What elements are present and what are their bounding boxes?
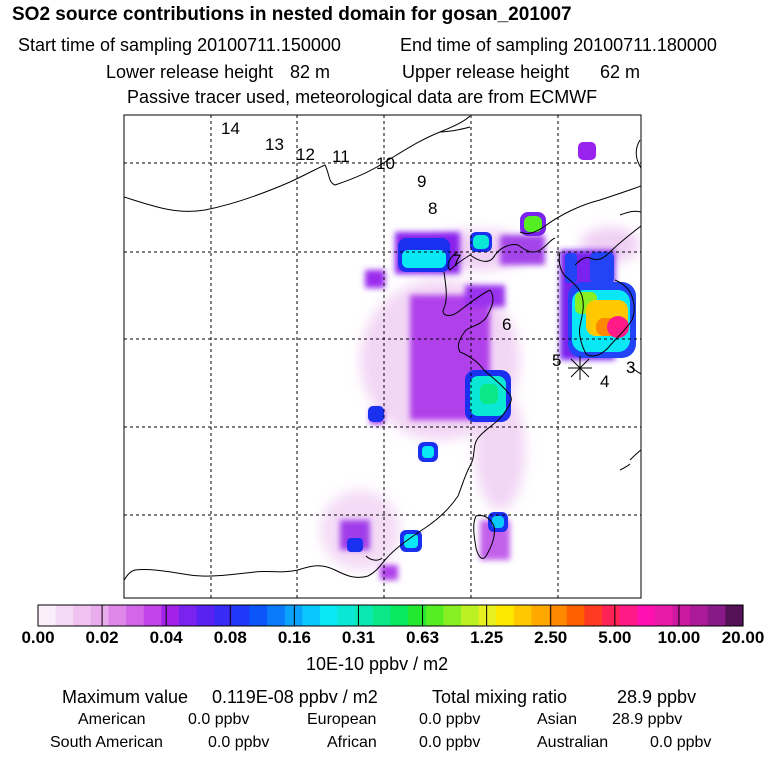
map-frame <box>123 114 642 599</box>
chart-title: SO2 source contributions in nested domai… <box>12 4 572 25</box>
colorbar-frame <box>37 604 744 627</box>
colorbar-tick-label: 0.31 <box>341 628 375 647</box>
colorbar-cell <box>196 605 215 626</box>
region-value: 0.0 ppbv <box>419 711 481 728</box>
colorbar-cell <box>566 605 585 626</box>
colorbar-cell <box>619 605 638 626</box>
traj-label: 3 <box>626 358 635 377</box>
colorbar-tick-label: 0.08 <box>213 628 247 647</box>
colorbar-cell <box>390 605 409 626</box>
colorbar-cell <box>461 605 480 626</box>
colorbar-cell <box>231 605 251 626</box>
region-value: 28.9 ppbv <box>612 711 683 728</box>
colorbar-cell <box>214 605 233 626</box>
colorbar-cell <box>143 605 162 626</box>
plume-core <box>402 216 630 548</box>
traj-label: 12 <box>296 145 315 164</box>
colorbar-tick-label: 0.02 <box>85 628 119 647</box>
colorbar-cell <box>73 605 92 626</box>
region-value: 0.0 ppbv <box>208 734 270 751</box>
region-name: Australian <box>537 734 609 751</box>
colorbar-cell <box>654 605 674 626</box>
colorbar-cell <box>443 605 462 626</box>
traj-label: 10 <box>376 154 395 173</box>
colorbar-cell <box>55 605 74 626</box>
end-time-label: End time of sampling 20100711.180000 <box>400 35 717 55</box>
colorbar-cell <box>637 605 656 626</box>
traj-label: 4 <box>600 372 609 391</box>
start-time-label: Start time of sampling 20100711.150000 <box>18 35 341 55</box>
traj-label: 5 <box>552 351 561 370</box>
colorbar-cell <box>725 605 744 626</box>
region-name: American <box>78 711 146 728</box>
colorbar-tick-label: 1.25 <box>470 628 504 647</box>
grid-lines <box>124 115 641 598</box>
colorbar-cell <box>355 605 374 626</box>
colorbar-cell <box>672 605 691 626</box>
tracer-note: Passive tracer used, meteorological data… <box>127 87 598 107</box>
colorbar-tick-label: 0.04 <box>149 628 183 647</box>
traj-label: 13 <box>265 135 284 154</box>
colorbar-tick-label: 20.00 <box>721 628 765 647</box>
colorbar-cell <box>90 605 110 626</box>
colorbar-cell <box>267 605 286 626</box>
colorbar-cell <box>513 605 533 626</box>
colorbar-cell <box>584 605 603 626</box>
colorbar-cell <box>549 605 568 626</box>
colorbar-tick-label: 0.63 <box>405 628 440 647</box>
traj-label: 6 <box>502 315 511 334</box>
region-value: 0.0 ppbv <box>188 711 250 728</box>
colorbar-cell <box>372 605 392 626</box>
colorbar-cell <box>320 605 339 626</box>
colorbar-cell <box>337 605 356 626</box>
traj-label: 8 <box>428 199 437 218</box>
region-value: 0.0 ppbv <box>419 734 481 751</box>
trajectory-labels: 14 13 12 11 10 9 8 7 6 5 4 3 <box>221 119 635 391</box>
colorbar-tick-label: 5.00 <box>598 628 632 647</box>
colorbar-tick-label: 2.50 <box>534 628 568 647</box>
traj-label: 9 <box>417 172 426 191</box>
colorbar-cell <box>126 605 145 626</box>
colorbar-cell <box>707 605 726 626</box>
region-value: 0.0 ppbv <box>650 734 712 751</box>
traj-label: 14 <box>221 119 240 138</box>
colorbar-cell <box>496 605 515 626</box>
colorbar-cell <box>602 605 621 626</box>
region-name: Asian <box>537 711 578 728</box>
colorbar-tick-label: 10.00 <box>657 628 701 647</box>
colorbar-cell <box>108 605 127 626</box>
colorbar-cell <box>249 605 268 626</box>
colorbar-cell <box>302 605 321 626</box>
colorbar-cell <box>531 605 550 626</box>
colorbar-cell <box>161 605 180 626</box>
total-value: 28.9 ppbv <box>617 687 697 707</box>
traj-label: 11 <box>332 147 350 166</box>
region-name: African <box>327 734 377 751</box>
receptor-marker <box>568 356 592 380</box>
upper-release-label: Upper release height <box>402 62 570 82</box>
max-label: Maximum value <box>62 687 189 707</box>
colorbar-tick-label: 0.16 <box>277 628 311 647</box>
colorbar-cell <box>690 605 709 626</box>
traj-label: 7 <box>452 251 461 270</box>
region-name: European <box>307 711 377 728</box>
colorbar-cell <box>408 605 427 626</box>
colorbar-cell <box>478 605 497 626</box>
colorbar-units: 10E-10 ppbv / m2 <box>306 654 449 674</box>
lower-release-value: 82 m <box>290 62 331 82</box>
region-name: South American <box>50 734 163 751</box>
max-value: 0.119E-08 ppbv / m2 <box>212 687 378 707</box>
colorbar-cell <box>38 605 57 626</box>
lower-release-label: Lower release height <box>106 62 274 82</box>
coastlines <box>124 115 641 581</box>
colorbar-tick-label: 0.00 <box>21 628 55 647</box>
colorbar-cell <box>425 605 444 626</box>
total-label: Total mixing ratio <box>432 687 568 707</box>
upper-release-value: 62 m <box>600 62 641 82</box>
colorbar-cell <box>179 605 198 626</box>
